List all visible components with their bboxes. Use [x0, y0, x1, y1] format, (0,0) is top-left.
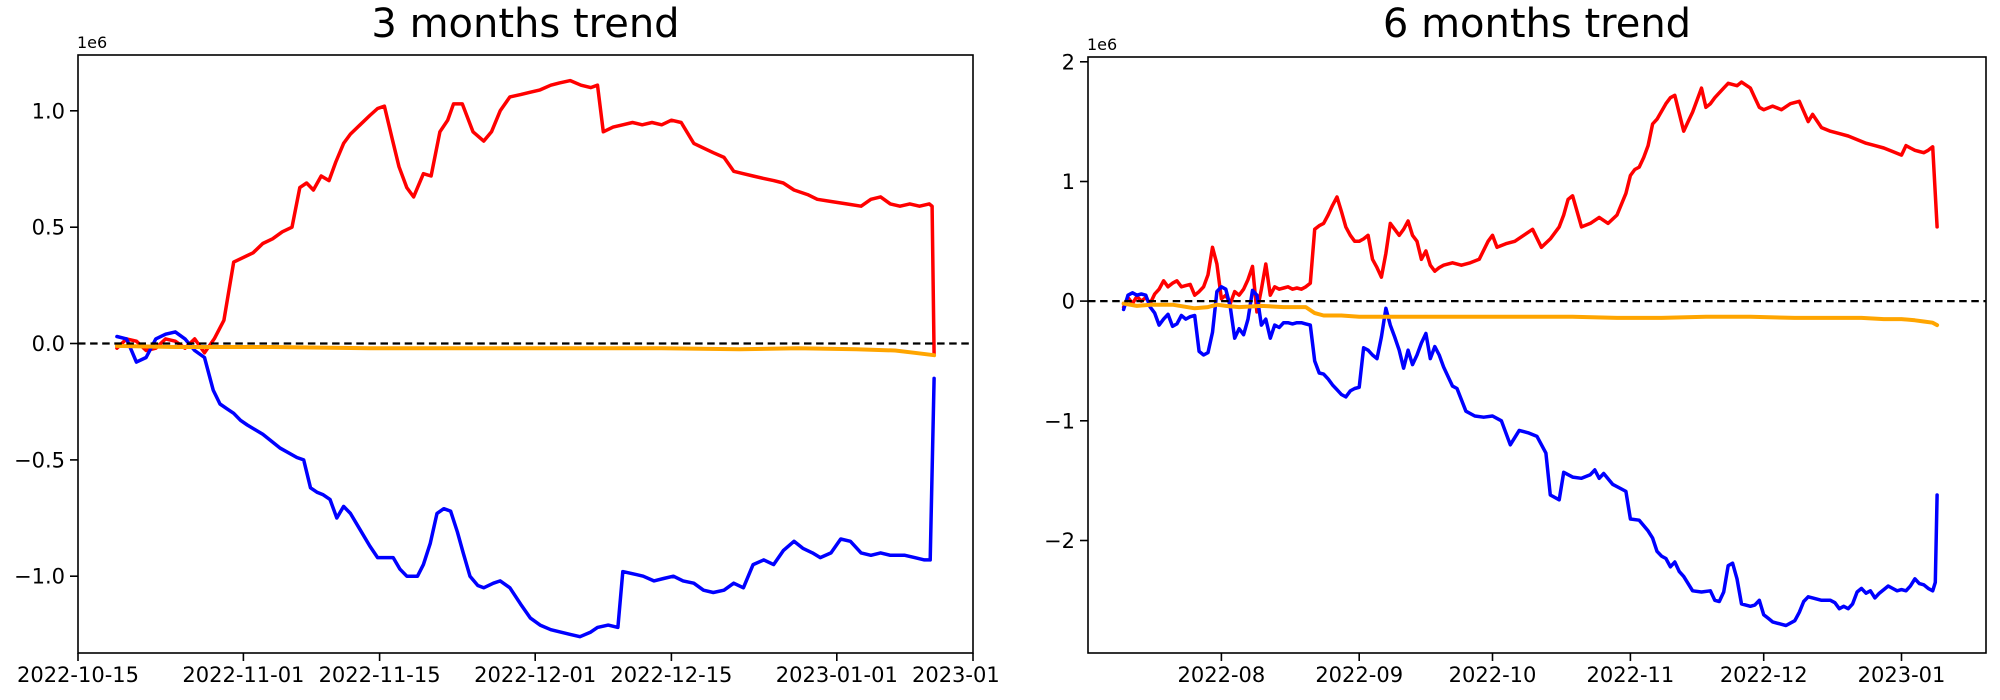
- chart-title-3-months: 3 months trend: [371, 1, 680, 47]
- x-tick-label: 2023-01-01: [776, 663, 898, 687]
- y-tick-label: −2: [1044, 529, 1075, 553]
- x-tick-label: 2022-10-15: [17, 663, 139, 687]
- series-blue-line: [115, 330, 936, 639]
- y-tick-label: −1: [1044, 409, 1075, 433]
- x-tick-label: 2022-12-15: [610, 663, 732, 687]
- x-tick-label: 2022-08: [1178, 663, 1266, 687]
- chart-title-6-months: 6 months trend: [1382, 1, 1692, 47]
- x-tick-label: 2022-11-01: [182, 663, 304, 687]
- y-axis-offset-label: 1e6: [77, 33, 107, 52]
- series-blue-line: [1121, 285, 1939, 628]
- chart-plot-area-3-months: 2022-10-15 2022-11-01 2022-11-15 2022-12-01…: [14, 33, 1000, 687]
- x-tick-label: 2022-12: [1720, 663, 1808, 687]
- x-tick-label: 2022-11: [1587, 663, 1675, 687]
- series-orange-line: [1121, 301, 1940, 328]
- y-axis-offset-label: 1e6: [1087, 35, 1117, 54]
- axes-frame: [1087, 56, 1987, 654]
- chart-6-months-trend: 6 months trend 2022-08 2022-09 2022-10 2022…: [1000, 0, 2000, 700]
- axes-frame: [77, 54, 974, 654]
- series-red-line: [115, 78, 936, 357]
- y-tick-label: 2: [1062, 50, 1075, 74]
- y-tick-label: −1.0: [14, 565, 65, 589]
- y-tick-label: −0.5: [14, 448, 65, 472]
- chart-plot-area-6-months: 2022-08 2022-09 2022-10 2022-11 2022-12 2023-…: [1044, 35, 1987, 687]
- series-red-line: [1121, 80, 1939, 314]
- x-tick-label: 2022-10: [1449, 663, 1537, 687]
- x-tick-label: 2022-11-15: [319, 663, 441, 687]
- y-tick-label: 1.0: [32, 99, 65, 123]
- x-tick-label: 2023-01-15: [912, 663, 1000, 687]
- y-tick-label: 0.0: [32, 332, 65, 356]
- x-tick-label: 2022-09: [1315, 663, 1403, 687]
- y-tick-label: 0.5: [32, 216, 65, 240]
- x-tick-label: 2022-12-01: [474, 663, 596, 687]
- chart-3-months-trend: 3 months trend 2022-10-15 2022-11-01 2022-…: [14, 1, 1000, 687]
- series-orange-line: [114, 343, 937, 358]
- y-tick-label: 1: [1062, 170, 1075, 194]
- y-tick-label: 0: [1062, 290, 1075, 314]
- x-tick-label: 2023-01: [1858, 663, 1946, 687]
